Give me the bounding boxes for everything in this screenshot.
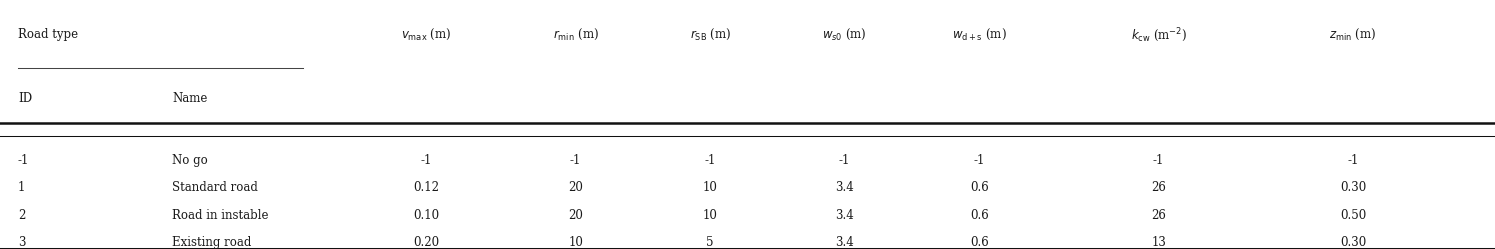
- Text: 26: 26: [1151, 209, 1166, 222]
- Text: No go: No go: [172, 154, 208, 167]
- Text: 3: 3: [18, 236, 25, 249]
- Text: 0.50: 0.50: [1340, 209, 1366, 222]
- Text: 10: 10: [703, 182, 718, 194]
- Text: 1: 1: [18, 182, 25, 194]
- Text: 3.4: 3.4: [836, 182, 854, 194]
- Text: 20: 20: [568, 209, 583, 222]
- Text: 0.20: 0.20: [413, 236, 440, 249]
- Text: -1: -1: [704, 154, 716, 167]
- Text: -1: -1: [420, 154, 432, 167]
- Text: $z_{\mathrm{min}}$ (m): $z_{\mathrm{min}}$ (m): [1329, 27, 1377, 43]
- Text: 3.4: 3.4: [836, 209, 854, 222]
- Text: $w_{\mathrm{d+s}}$ (m): $w_{\mathrm{d+s}}$ (m): [952, 27, 1006, 43]
- Text: $v_{\mathrm{max}}$ (m): $v_{\mathrm{max}}$ (m): [401, 27, 451, 43]
- Text: -1: -1: [839, 154, 851, 167]
- Text: -1: -1: [18, 154, 30, 167]
- Text: Road in instable: Road in instable: [172, 209, 269, 222]
- Text: 0.6: 0.6: [970, 182, 988, 194]
- Text: $k_{\mathrm{cw}}$ (m$^{-2}$): $k_{\mathrm{cw}}$ (m$^{-2}$): [1130, 26, 1187, 44]
- Text: ID: ID: [18, 92, 31, 105]
- Text: $r_{\mathrm{min}}$ (m): $r_{\mathrm{min}}$ (m): [553, 27, 598, 43]
- Text: 0.6: 0.6: [970, 236, 988, 249]
- Text: Name: Name: [172, 92, 208, 105]
- Text: 10: 10: [703, 209, 718, 222]
- Text: -1: -1: [570, 154, 582, 167]
- Text: 0.6: 0.6: [970, 209, 988, 222]
- Text: 26: 26: [1151, 182, 1166, 194]
- Text: -1: -1: [1347, 154, 1359, 167]
- Text: -1: -1: [1153, 154, 1165, 167]
- Text: 0.30: 0.30: [1340, 236, 1366, 249]
- Text: 5: 5: [706, 236, 715, 249]
- Text: 13: 13: [1151, 236, 1166, 249]
- Text: 3.4: 3.4: [836, 236, 854, 249]
- Text: $r_{\mathrm{SB}}$ (m): $r_{\mathrm{SB}}$ (m): [689, 27, 731, 43]
- Text: $w_{s0}$ (m): $w_{s0}$ (m): [822, 27, 867, 43]
- Text: 0.10: 0.10: [413, 209, 440, 222]
- Text: Standard road: Standard road: [172, 182, 257, 194]
- Text: Existing road: Existing road: [172, 236, 251, 249]
- Text: -1: -1: [973, 154, 985, 167]
- Text: 0.12: 0.12: [413, 182, 440, 194]
- Text: 20: 20: [568, 182, 583, 194]
- Text: 10: 10: [568, 236, 583, 249]
- Text: 0.30: 0.30: [1340, 182, 1366, 194]
- Text: 2: 2: [18, 209, 25, 222]
- Text: Road type: Road type: [18, 28, 78, 41]
